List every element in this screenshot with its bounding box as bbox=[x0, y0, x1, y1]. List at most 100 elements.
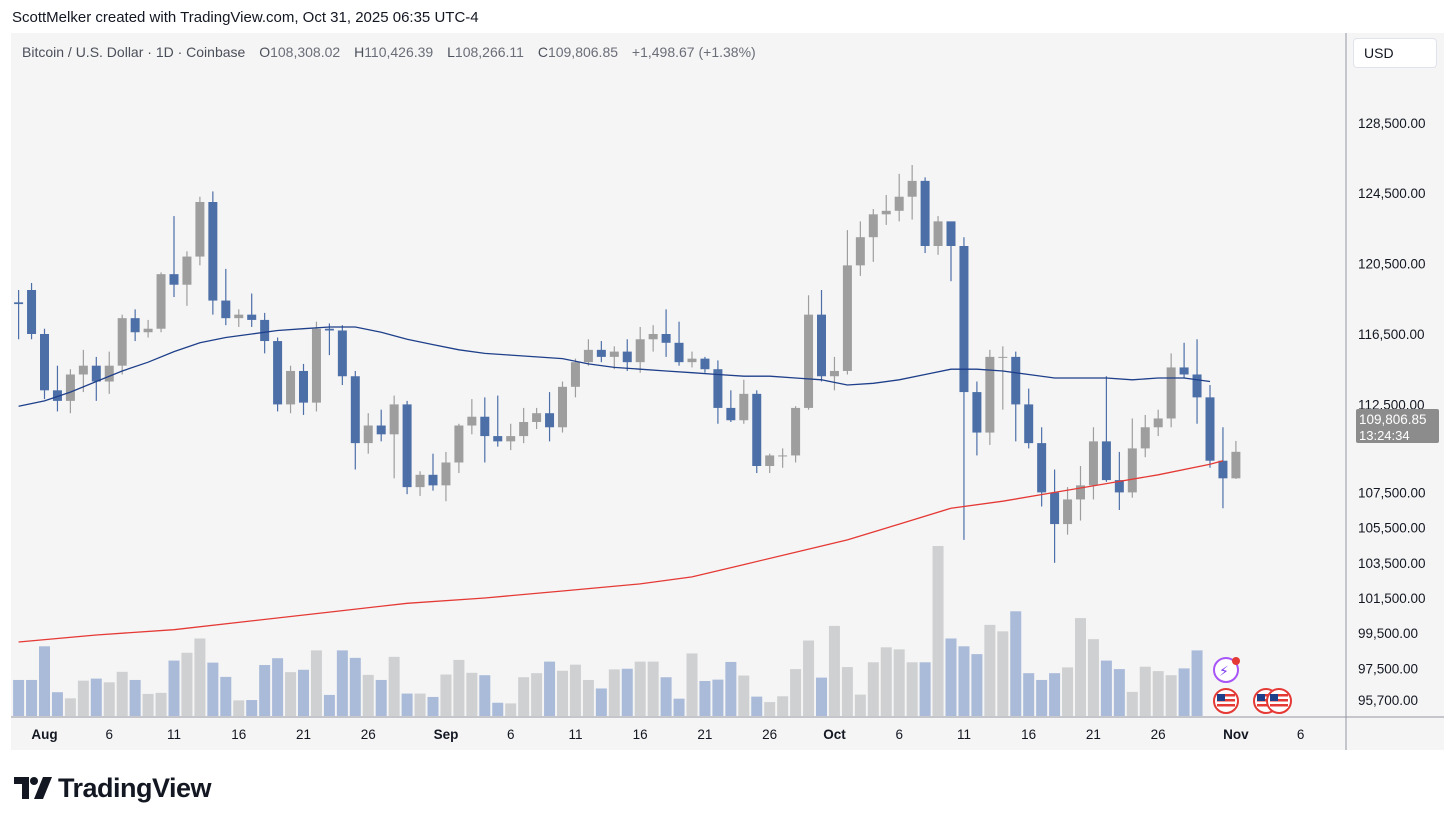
time-tick-label: 16 bbox=[633, 727, 648, 742]
candle bbox=[842, 230, 852, 375]
candle bbox=[545, 392, 555, 442]
high-value: 110,426.39 bbox=[364, 44, 434, 60]
candle bbox=[713, 360, 723, 424]
header-credit: ScottMelker created with TradingView.com… bbox=[12, 9, 479, 26]
time-tick-label: 11 bbox=[167, 727, 181, 742]
volume-bar bbox=[945, 638, 957, 716]
us-flag-event-icon[interactable] bbox=[1266, 688, 1292, 714]
time-tick-label: 21 bbox=[296, 727, 311, 742]
candle-body bbox=[1127, 448, 1137, 493]
candle-body bbox=[985, 356, 995, 433]
candle-body bbox=[156, 274, 166, 329]
candle bbox=[415, 471, 425, 496]
candle bbox=[804, 295, 814, 410]
candle-body bbox=[726, 407, 736, 421]
time-tick-label: Aug bbox=[31, 727, 57, 742]
volume-bar bbox=[971, 654, 983, 716]
time-tick-label: 21 bbox=[697, 727, 712, 742]
candle-body bbox=[545, 413, 555, 428]
candle bbox=[881, 194, 891, 225]
candle-body bbox=[324, 328, 334, 331]
volume-bar bbox=[479, 675, 491, 716]
candle bbox=[1050, 469, 1060, 563]
volume-bar bbox=[259, 665, 271, 716]
price-tick-label: 112,500.00 bbox=[1358, 397, 1425, 412]
candle bbox=[648, 325, 658, 352]
volume-bar bbox=[880, 647, 892, 716]
candle bbox=[1024, 388, 1034, 449]
candle bbox=[583, 339, 593, 366]
close-label: C bbox=[537, 44, 548, 60]
volume-bar bbox=[544, 661, 556, 716]
candle-body bbox=[1114, 480, 1124, 493]
candlesticks bbox=[14, 165, 1241, 563]
volume-bar bbox=[1062, 667, 1074, 716]
candle bbox=[65, 369, 75, 414]
candle bbox=[1166, 353, 1176, 428]
candle-body bbox=[1063, 499, 1073, 525]
price-tick-label: 107,500.00 bbox=[1358, 485, 1426, 500]
volume-bar bbox=[207, 662, 219, 716]
volume-bar bbox=[686, 653, 698, 716]
candle bbox=[1037, 427, 1047, 507]
price-tick-label: 116,500.00 bbox=[1358, 327, 1425, 342]
candle bbox=[933, 216, 943, 255]
candle-body bbox=[881, 210, 891, 215]
candle-body bbox=[661, 334, 671, 343]
sparkle-event-icon[interactable]: ⚡ bbox=[1213, 657, 1240, 683]
time-tick-label: 16 bbox=[1021, 727, 1036, 742]
event-icons[interactable]: ⚡ bbox=[1213, 657, 1292, 714]
volume-bar bbox=[155, 692, 167, 716]
candle bbox=[1179, 342, 1189, 378]
time-tick-label: 6 bbox=[895, 727, 903, 742]
volume-bar bbox=[272, 658, 284, 716]
candle-body bbox=[467, 416, 477, 426]
volume-bar bbox=[505, 703, 517, 716]
candle-body bbox=[1037, 443, 1047, 493]
volume-bar bbox=[298, 669, 309, 716]
candle bbox=[40, 328, 49, 400]
volume-bar bbox=[375, 679, 387, 716]
candle bbox=[480, 397, 490, 463]
candle bbox=[454, 423, 464, 474]
volume-bar bbox=[1178, 668, 1190, 716]
candle-body bbox=[428, 474, 438, 486]
candle bbox=[286, 365, 296, 414]
volume-bar bbox=[660, 677, 672, 716]
open-label: O bbox=[259, 44, 271, 60]
candle bbox=[765, 453, 775, 474]
us-flag-event-icon[interactable] bbox=[1213, 688, 1239, 714]
price-tick-label: 124,500.00 bbox=[1358, 186, 1426, 201]
candle-body bbox=[130, 318, 140, 333]
candle-body bbox=[234, 314, 244, 319]
volume-bar bbox=[362, 674, 374, 716]
candle-body bbox=[687, 358, 697, 363]
candle-body bbox=[868, 214, 878, 238]
volume-bar bbox=[1010, 611, 1022, 716]
candle-body bbox=[1024, 404, 1034, 444]
candle bbox=[985, 349, 995, 445]
volume-bar bbox=[90, 678, 102, 716]
volume-bar bbox=[699, 680, 711, 716]
candle-body bbox=[337, 330, 347, 377]
candle-body bbox=[596, 349, 606, 357]
chart-area[interactable] bbox=[11, 33, 1444, 750]
candle bbox=[1140, 414, 1150, 458]
time-tick-label: 16 bbox=[231, 727, 246, 742]
tradingview-logo[interactable]: TradingView bbox=[14, 771, 212, 805]
price-tick-label: 120,500.00 bbox=[1358, 257, 1426, 272]
candle bbox=[739, 379, 749, 424]
change-value: +1,498.67 (+1.38%) bbox=[631, 44, 756, 60]
volume-bar bbox=[103, 682, 115, 716]
volume-bar bbox=[712, 679, 724, 716]
symbol-title[interactable]: Bitcoin / U.S. Dollar · 1D · Coinbase bbox=[22, 44, 246, 60]
volume-bar bbox=[129, 679, 141, 716]
candle bbox=[299, 363, 308, 415]
candle-body bbox=[1192, 374, 1202, 398]
currency-button[interactable]: USD bbox=[1353, 38, 1437, 68]
candle bbox=[635, 326, 645, 373]
last-price-value: 109,806.85 bbox=[1359, 412, 1427, 427]
volume-bar bbox=[1126, 691, 1138, 716]
candle-body bbox=[532, 413, 542, 422]
time-tick-label: 6 bbox=[1297, 727, 1305, 742]
